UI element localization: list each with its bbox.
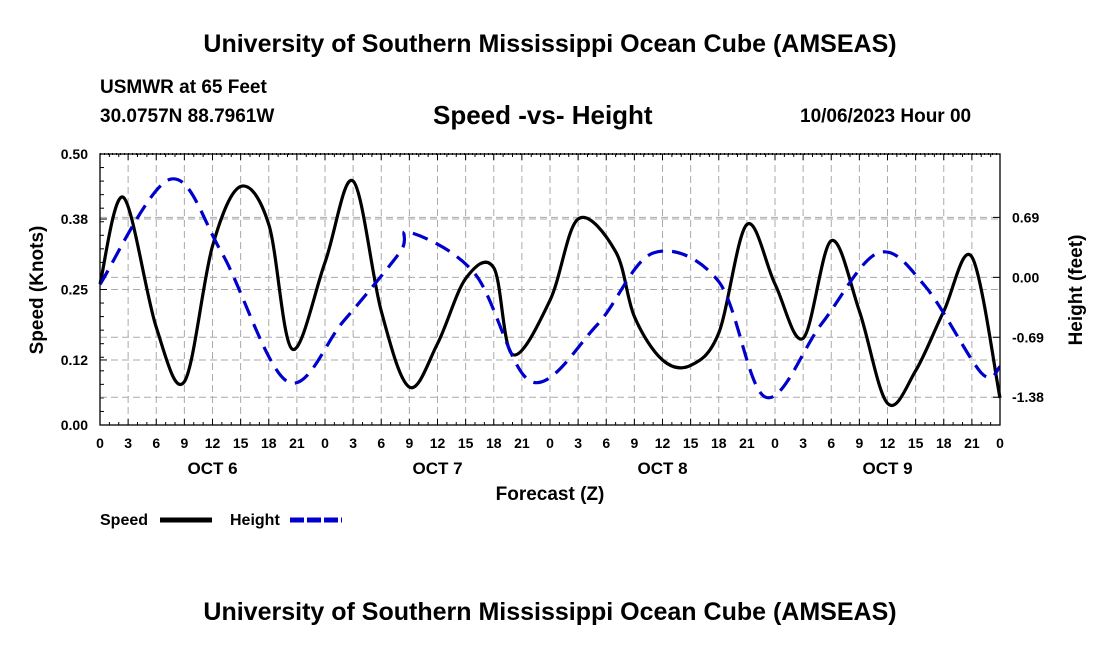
- x-tick-label: 6: [827, 435, 835, 451]
- day-label: OCT 6: [187, 459, 237, 478]
- chart-subtitle: Speed -vs- Height: [433, 100, 653, 130]
- x-tick-label: 18: [711, 435, 727, 451]
- x-tick-label: 15: [233, 435, 249, 451]
- x-tick-label: 15: [683, 435, 699, 451]
- left-tick-label: 0.50: [61, 146, 88, 162]
- x-tick-label: 3: [349, 435, 357, 451]
- bottom-title: University of Southern Mississippi Ocean…: [203, 598, 897, 626]
- x-tick-label: 18: [936, 435, 952, 451]
- x-axis-label: Forecast (Z): [496, 484, 605, 505]
- x-tick-label: 21: [514, 435, 530, 451]
- x-tick-label: 18: [486, 435, 502, 451]
- forecast-date: 10/06/2023 Hour 00: [800, 106, 972, 127]
- station-label: USMWR at 65 Feet: [100, 77, 267, 98]
- right-tick-label: 0.00: [1012, 269, 1039, 285]
- x-tick-label: 12: [880, 435, 896, 451]
- x-tick-label: 0: [771, 435, 779, 451]
- x-tick-label: 0: [546, 435, 554, 451]
- coordinates-label: 30.0757N 88.7961W: [100, 106, 275, 127]
- left-tick-label: 0.12: [61, 352, 88, 368]
- left-tick-label: 0.38: [61, 211, 88, 227]
- x-tick-label: 6: [152, 435, 160, 451]
- plot-frame: [99, 153, 1001, 426]
- right-tick-label: -1.38: [1012, 389, 1044, 405]
- x-tick-label: 9: [630, 435, 638, 451]
- left-axis-label: Speed (Knots): [27, 226, 48, 355]
- x-tick-label: 12: [430, 435, 446, 451]
- x-tick-label: 0: [321, 435, 329, 451]
- x-tick-label: 6: [377, 435, 385, 451]
- x-tick-label: 18: [261, 435, 277, 451]
- right-tick-label: -0.69: [1012, 329, 1044, 345]
- day-label: OCT 8: [637, 459, 687, 478]
- left-tick-label: 0.00: [61, 417, 88, 433]
- x-tick-label: 21: [739, 435, 755, 451]
- x-tick-label: 21: [289, 435, 305, 451]
- x-tick-label: 15: [908, 435, 924, 451]
- x-tick-label: 0: [996, 435, 1004, 451]
- x-tick-label: 9: [405, 435, 413, 451]
- day-label: OCT 9: [862, 459, 912, 478]
- x-tick-label: 6: [602, 435, 610, 451]
- x-tick-label: 21: [964, 435, 980, 451]
- x-tick-label: 9: [855, 435, 863, 451]
- height-series-line: [98, 177, 1002, 400]
- x-tick-label: 9: [180, 435, 188, 451]
- right-tick-label: 0.69: [1012, 209, 1039, 225]
- x-tick-label: 0: [96, 435, 104, 451]
- day-label: OCT 7: [412, 459, 462, 478]
- right-axis-label: Height (feet): [1066, 235, 1087, 346]
- x-tick-label: 12: [655, 435, 671, 451]
- left-tick-label: 0.25: [61, 282, 88, 298]
- speed-series-line: [98, 178, 1002, 408]
- x-tick-label: 3: [574, 435, 582, 451]
- legend-height-label: Height: [230, 512, 280, 529]
- x-tick-label: 3: [799, 435, 807, 451]
- legend-speed-label: Speed: [100, 512, 148, 529]
- x-tick-label: 12: [205, 435, 221, 451]
- top-title: University of Southern Mississippi Ocean…: [203, 30, 897, 58]
- x-tick-label: 15: [458, 435, 474, 451]
- x-tick-label: 3: [124, 435, 132, 451]
